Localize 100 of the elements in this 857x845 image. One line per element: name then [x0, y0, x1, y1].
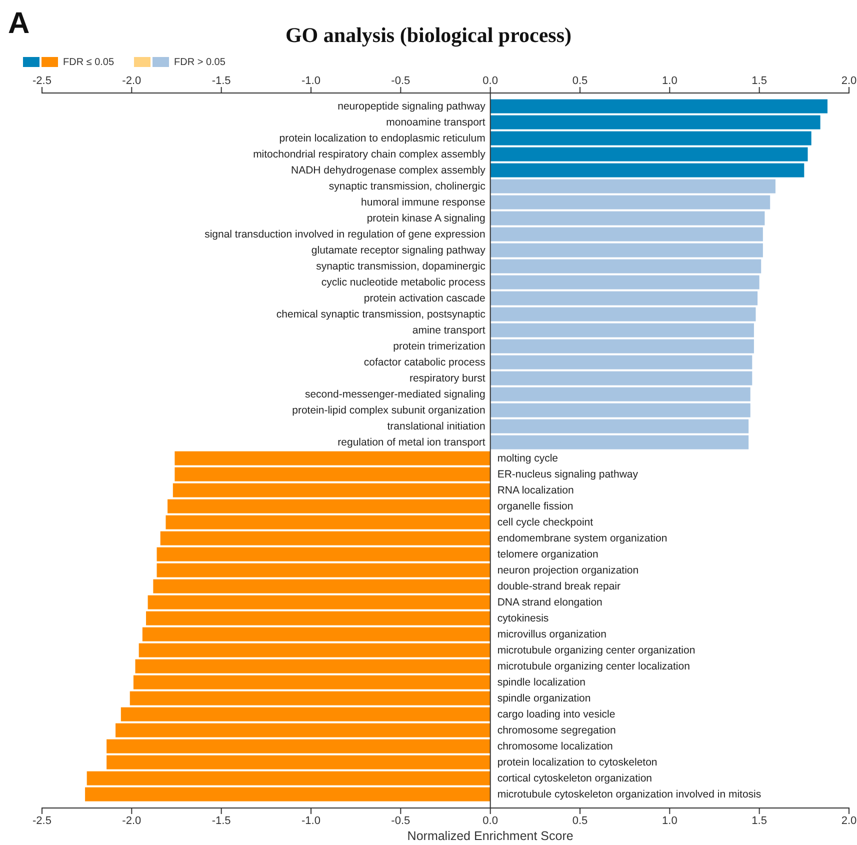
- y-tick-label: chromosome localization: [497, 740, 614, 752]
- bar: [490, 435, 749, 450]
- bar: [130, 691, 490, 706]
- bar: [86, 771, 490, 786]
- y-tick-label: spindle localization: [497, 676, 586, 688]
- bar: [490, 339, 754, 354]
- bar: [148, 595, 490, 610]
- y-tick-label: translational initiation: [387, 420, 486, 432]
- x2-tick-label: -0.5: [391, 815, 410, 827]
- y-tick-label: spindle organization: [497, 692, 591, 704]
- x2-tick-label: -1.0: [302, 815, 320, 827]
- y-tick-label: protein-lipid complex subunit organization: [292, 404, 486, 416]
- y-tick-label: glutamate receptor signaling pathway: [311, 244, 486, 256]
- bar: [490, 115, 820, 130]
- y-tick-label: amine transport: [412, 324, 486, 336]
- bar: [168, 499, 490, 514]
- bar: [490, 163, 804, 178]
- y-tick-label: cell cycle checkpoint: [497, 516, 594, 528]
- bar: [490, 419, 749, 434]
- y-tick-label: protein kinase A signaling: [366, 212, 486, 224]
- y-tick-label: neuropeptide signaling pathway: [338, 100, 486, 112]
- chart-title: GO analysis (biological process): [285, 23, 572, 47]
- y-tick-label: cofactor catabolic process: [364, 356, 486, 368]
- bar: [142, 627, 490, 642]
- y-tick-label: second-messenger-mediated signaling: [304, 388, 486, 400]
- y-tick-label: synaptic transmission, dopaminergic: [316, 260, 486, 272]
- y-tick-label: DNA strand elongation: [497, 596, 603, 608]
- x-tick-label: -1.5: [212, 75, 231, 87]
- y-tick-label: mitochondrial respiratory chain complex assembly: [253, 148, 486, 160]
- bar: [133, 675, 490, 690]
- x-tick-label: 2.0: [841, 75, 857, 87]
- bar: [490, 259, 762, 274]
- bar: [160, 531, 490, 546]
- y-tick-label: microvillus organization: [497, 628, 607, 640]
- y-tick-label: neuron projection organization: [497, 564, 639, 576]
- y-tick-label: microtubule organizing center organization: [497, 644, 696, 656]
- bar: [120, 707, 490, 722]
- x-tick-label: 1.5: [752, 75, 767, 87]
- bar: [172, 483, 490, 498]
- bar: [166, 515, 490, 530]
- bar: [490, 403, 750, 418]
- bar: [490, 147, 808, 162]
- bar: [490, 355, 752, 370]
- y-tick-label: NADH dehydrogenase complex assembly: [290, 164, 486, 176]
- legend-label: FDR > 0.05: [174, 56, 226, 68]
- bar: [106, 755, 490, 770]
- legend-label: FDR ≤ 0.05: [63, 56, 114, 68]
- x-tick-label: -0.5: [391, 75, 410, 87]
- y-tick-label: organelle fission: [497, 500, 574, 512]
- x2-tick-label: 2.0: [841, 815, 857, 827]
- bar: [138, 643, 490, 658]
- y-tick-label: microtubule organizing center localization: [497, 660, 690, 672]
- x2-tick-label: -2.5: [32, 815, 52, 827]
- y-tick-label: respiratory burst: [409, 372, 486, 384]
- bar: [490, 275, 760, 290]
- y-tick-label: protein localization to cytoskeleton: [497, 756, 658, 768]
- x2-tick-label: 1.5: [752, 815, 767, 827]
- x-tick-label: 0.5: [572, 75, 588, 87]
- x2-tick-label: -2.0: [122, 815, 142, 827]
- y-tick-label: double-strand break repair: [497, 580, 621, 592]
- y-tick-label: signal transduction involved in regulation of gene expression: [204, 228, 486, 240]
- y-tick-label: protein trimerization: [393, 340, 486, 352]
- y-tick-label: chemical synaptic transmission, postsynaptic: [276, 308, 486, 320]
- y-tick-label: chromosome segregation: [497, 724, 616, 736]
- y-tick-label: protein localization to endoplasmic reticulum: [279, 132, 486, 144]
- x-tick-label: -1.0: [302, 75, 320, 87]
- y-tick-label: protein activation cascade: [364, 292, 486, 304]
- bar: [490, 307, 756, 322]
- y-tick-label: ER-nucleus signaling pathway: [497, 468, 639, 480]
- x2-tick-label: 0.0: [482, 815, 498, 827]
- bar: [116, 723, 490, 738]
- bar: [490, 99, 828, 114]
- y-tick-label: endomembrane system organization: [497, 532, 668, 544]
- x2-tick-label: 1.0: [662, 815, 678, 827]
- y-tick-label: telomere organization: [497, 548, 598, 560]
- bar: [156, 563, 490, 578]
- x-tick-label: 1.0: [662, 75, 678, 87]
- bar: [490, 227, 763, 242]
- y-tick-label: regulation of metal ion transport: [338, 436, 486, 448]
- bar: [490, 179, 776, 194]
- x2-tick-label: 0.5: [572, 815, 588, 827]
- bar: [490, 211, 765, 226]
- bar: [490, 243, 763, 258]
- x-tick-label: 0.0: [482, 75, 498, 87]
- bar: [174, 467, 490, 482]
- bar: [490, 291, 758, 306]
- bar: [135, 659, 490, 674]
- y-tick-label: RNA localization: [497, 484, 574, 496]
- bar: [174, 451, 490, 466]
- y-tick-label: cytokinesis: [497, 612, 549, 624]
- y-tick-label: cargo loading into vesicle: [497, 708, 616, 720]
- bar: [490, 387, 750, 402]
- y-tick-label: cyclic nucleotide metabolic process: [321, 276, 486, 288]
- y-tick-label: microtubule cytoskeleton organization involved in mitosis: [497, 788, 762, 800]
- bar: [153, 579, 490, 594]
- bar: [106, 739, 490, 754]
- y-tick-label: monoamine transport: [386, 116, 486, 128]
- y-tick-label: humoral immune response: [361, 196, 486, 208]
- bar: [490, 371, 752, 386]
- x2-tick-label: -1.5: [212, 815, 231, 827]
